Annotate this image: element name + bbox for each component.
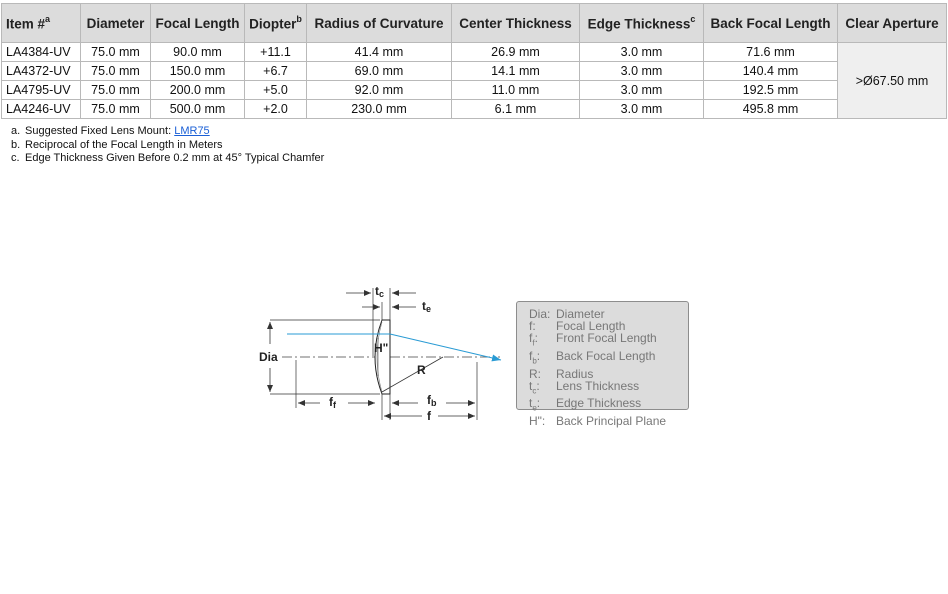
col-focal-length: Focal Length xyxy=(150,3,245,43)
col-item: Item #a xyxy=(1,3,81,43)
cell-back-focal-length: 495.8 mm xyxy=(703,99,838,119)
cell-focal-length: 500.0 mm xyxy=(150,99,245,119)
ff-label: ff xyxy=(329,395,337,410)
table-row: LA4246-UV 75.0 mm 500.0 mm +2.0 230.0 mm… xyxy=(1,99,947,119)
col-radius: Radius of Curvature xyxy=(306,3,452,43)
footnotes: a. Suggested Fixed Lens Mount: LMR75 b. Re… xyxy=(11,125,324,166)
dia-label: Dia xyxy=(259,350,278,364)
specs-table: Item #a Diameter Focal Length Diopterb R… xyxy=(1,3,947,119)
legend-row: R: Radius xyxy=(529,366,594,381)
cell-radius: 230.0 mm xyxy=(306,99,452,119)
cell-back-focal-length: 71.6 mm xyxy=(703,42,838,62)
cell-item: LA4246-UV xyxy=(1,99,81,119)
table-header-row: Item #a Diameter Focal Length Diopterb R… xyxy=(1,3,947,43)
table-row: LA4384-UV 75.0 mm 90.0 mm +11.1 41.4 mm … xyxy=(1,42,947,119)
col-center-thickness: Center Thickness xyxy=(451,3,580,43)
cell-focal-length: 200.0 mm xyxy=(150,80,245,100)
fb-label: fb xyxy=(427,393,437,408)
table-row: LA4795-UV 75.0 mm 200.0 mm +5.0 92.0 mm … xyxy=(1,80,947,100)
te-label: te xyxy=(422,299,431,314)
cell-center-thickness: 11.0 mm xyxy=(451,80,580,100)
cell-item: LA4384-UV xyxy=(1,42,81,62)
cell-back-focal-length: 140.4 mm xyxy=(703,61,838,81)
radius-label: R xyxy=(417,363,426,377)
footnote-b: b. Reciprocal of the Focal Length in Mete… xyxy=(11,138,223,151)
cell-item: LA4372-UV xyxy=(1,61,81,81)
legend-row: fb: Back Focal Length xyxy=(529,349,656,366)
legend-row: f: Focal Length xyxy=(529,319,626,334)
cell-focal-length: 90.0 mm xyxy=(150,42,245,62)
cell-item: LA4795-UV xyxy=(1,80,81,100)
cell-diameter: 75.0 mm xyxy=(80,61,151,81)
principal-plane-label: H" xyxy=(374,341,388,355)
cell-edge-thickness: 3.0 mm xyxy=(579,99,704,119)
lmr75-link[interactable]: LMR75 xyxy=(174,125,210,137)
col-diopter: Diopterb xyxy=(244,3,307,43)
cell-radius: 92.0 mm xyxy=(306,80,452,100)
cell-diopter: +2.0 xyxy=(244,99,307,119)
cell-radius: 69.0 mm xyxy=(306,61,452,81)
radius-line xyxy=(381,356,444,393)
diagram-legend: Dia: Diameter f: Focal Length ff: Front Foc… xyxy=(516,301,689,427)
cell-radius: 41.4 mm xyxy=(306,42,452,62)
legend-row: tc: Lens Thickness xyxy=(529,378,640,396)
cell-clear-aperture: >Ø67.50 mm xyxy=(837,42,947,119)
cell-diameter: 75.0 mm xyxy=(80,80,151,100)
col-edge-thickness: Edge Thicknessc xyxy=(579,3,704,43)
cell-diameter: 75.0 mm xyxy=(80,99,151,119)
footnote-c: c. Edge Thickness Given Before 0.2 mm at … xyxy=(11,152,325,164)
legend-row: Dia: Diameter xyxy=(529,307,605,321)
cell-edge-thickness: 3.0 mm xyxy=(579,80,704,100)
cell-center-thickness: 14.1 mm xyxy=(451,61,580,81)
legend-row: te: Edge Thickness xyxy=(529,396,642,413)
footnote-a: a. Suggested Fixed Lens Mount: LMR75 xyxy=(11,125,210,137)
col-diameter: Diameter xyxy=(80,3,151,43)
f-label: f xyxy=(427,409,432,423)
table-row: LA4372-UV 75.0 mm 150.0 mm +6.7 69.0 mm … xyxy=(1,61,947,81)
cell-focal-length: 150.0 mm xyxy=(150,61,245,81)
cell-diameter: 75.0 mm xyxy=(80,42,151,62)
cell-center-thickness: 6.1 mm xyxy=(451,99,580,119)
cell-center-thickness: 26.9 mm xyxy=(451,42,580,62)
refracted-ray xyxy=(389,333,502,362)
legend-row: ff: Front Focal Length xyxy=(529,331,657,348)
legend-row: H": Back Principal Plane xyxy=(529,413,667,428)
tc-label: tc xyxy=(375,284,384,299)
lens-shading xyxy=(376,321,383,393)
lens-shape xyxy=(374,319,391,395)
cell-back-focal-length: 192.5 mm xyxy=(703,80,838,100)
col-back-focal-length: Back Focal Length xyxy=(703,3,838,43)
